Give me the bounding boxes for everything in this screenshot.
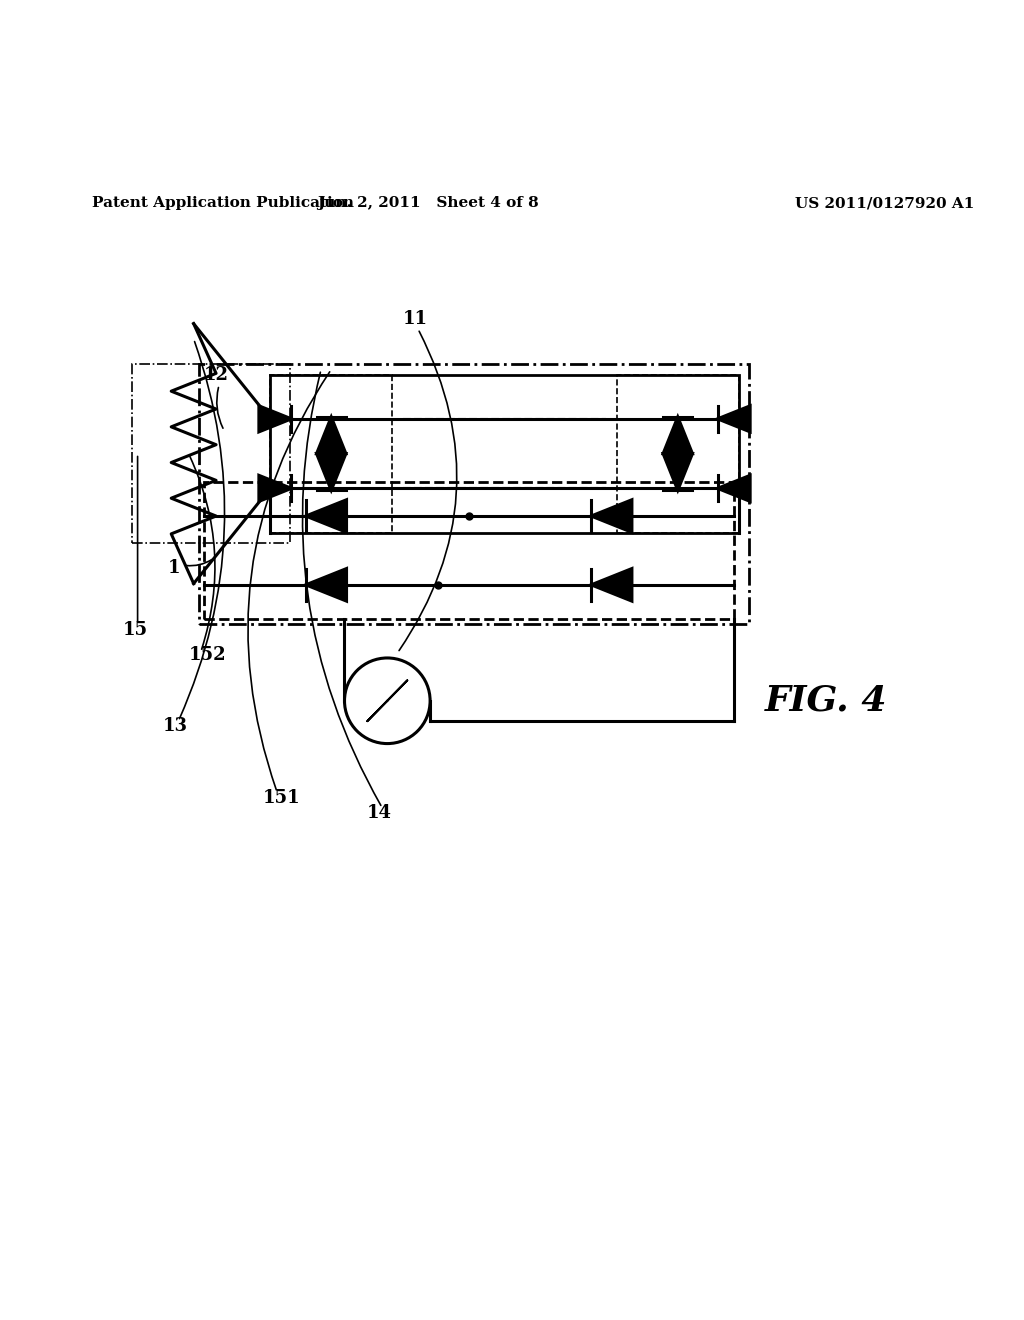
Polygon shape	[591, 569, 632, 601]
Polygon shape	[306, 569, 346, 601]
Text: 15: 15	[122, 620, 147, 639]
Text: US 2011/0127920 A1: US 2011/0127920 A1	[795, 197, 975, 210]
Text: 14: 14	[367, 804, 392, 822]
Polygon shape	[718, 475, 751, 502]
Text: Jun. 2, 2011   Sheet 4 of 8: Jun. 2, 2011 Sheet 4 of 8	[317, 197, 539, 210]
Polygon shape	[316, 454, 346, 490]
Text: 12: 12	[204, 366, 228, 384]
Polygon shape	[664, 454, 692, 490]
Polygon shape	[718, 405, 751, 432]
Polygon shape	[591, 500, 632, 532]
Polygon shape	[306, 500, 346, 532]
Text: 13: 13	[163, 717, 188, 735]
Text: 152: 152	[188, 645, 226, 664]
Polygon shape	[316, 417, 346, 454]
Text: 151: 151	[263, 788, 301, 807]
Text: Patent Application Publication: Patent Application Publication	[92, 197, 353, 210]
Text: 11: 11	[402, 310, 428, 327]
Text: FIG. 4: FIG. 4	[764, 684, 887, 718]
Polygon shape	[259, 405, 292, 432]
Polygon shape	[664, 417, 692, 454]
Text: 1: 1	[168, 560, 180, 577]
Polygon shape	[259, 475, 292, 502]
